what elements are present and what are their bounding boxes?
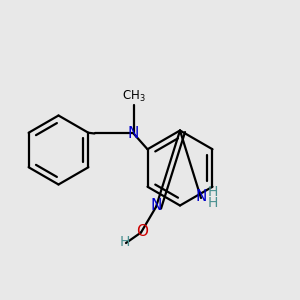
Text: N: N: [196, 189, 207, 204]
Text: O: O: [136, 224, 148, 238]
Text: N: N: [151, 198, 162, 213]
Text: N: N: [128, 126, 139, 141]
Text: CH$_3$: CH$_3$: [122, 88, 145, 104]
Text: H: H: [208, 196, 218, 210]
Text: H: H: [119, 235, 130, 248]
Text: H: H: [208, 185, 218, 199]
